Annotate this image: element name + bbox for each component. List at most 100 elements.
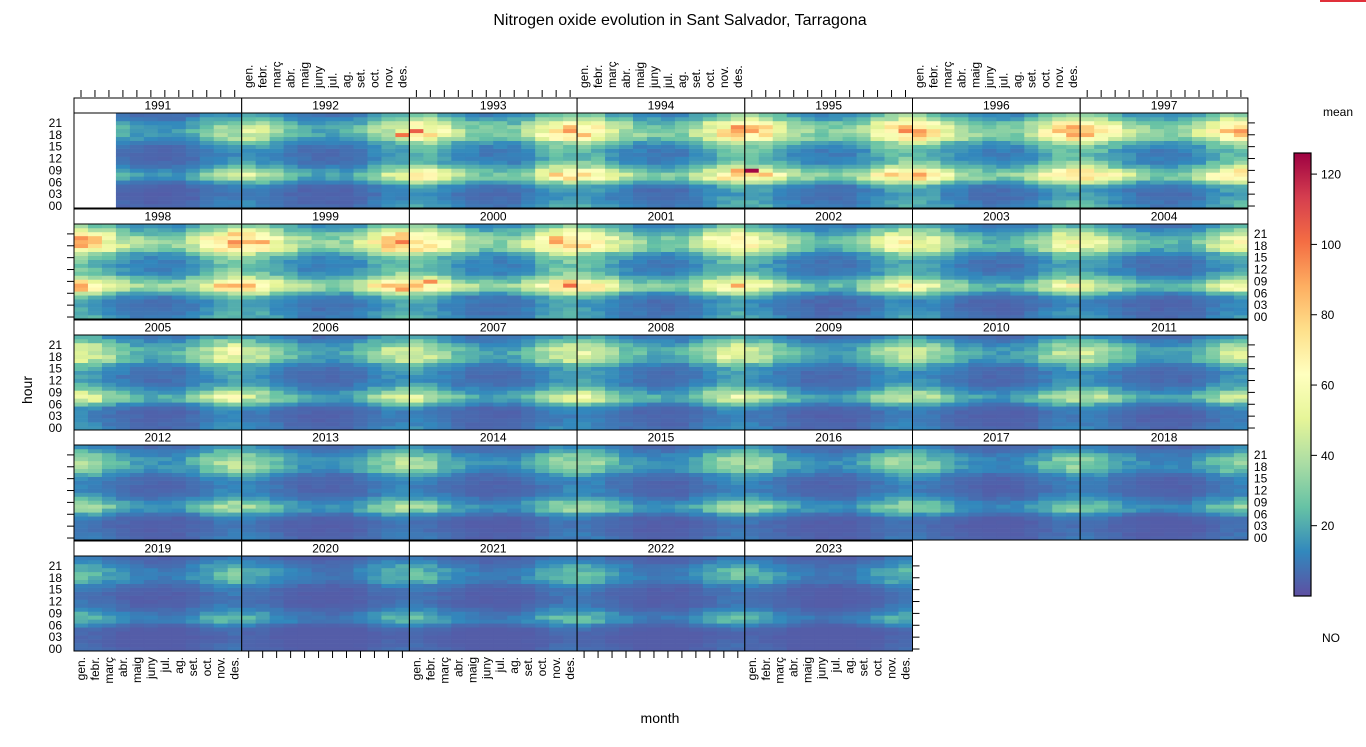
heatmap-cell <box>856 315 871 320</box>
heatmap-cell <box>1150 120 1165 126</box>
heatmap-cell <box>968 307 983 312</box>
heatmap-cell <box>437 307 452 312</box>
heatmap-cell <box>646 120 662 126</box>
heatmap-cell <box>143 362 159 367</box>
heatmap-cell <box>688 176 704 181</box>
heatmap-cell <box>1219 180 1235 185</box>
heatmap-cell <box>297 140 312 145</box>
heatmap-cell <box>311 390 326 395</box>
heatmap-cell <box>507 251 522 256</box>
heatmap-cell <box>772 196 788 201</box>
heatmap-cell <box>367 271 382 276</box>
heatmap-cell <box>605 299 620 304</box>
heatmap-cell <box>842 196 858 201</box>
heatmap-cell <box>367 354 382 360</box>
heatmap-cell <box>297 148 312 153</box>
heatmap-cell <box>744 243 760 249</box>
heatmap-cell <box>395 299 410 304</box>
heatmap-cell <box>549 148 564 153</box>
heatmap-cell <box>660 184 676 189</box>
heatmap-cell <box>549 394 564 399</box>
heatmap-cell <box>283 378 299 383</box>
heatmap-cell <box>507 231 522 237</box>
heatmap-cell <box>213 426 229 431</box>
heatmap-cell <box>1192 120 1207 126</box>
heatmap-cell <box>1066 279 1081 284</box>
heatmap-cell <box>185 378 201 383</box>
heatmap-cell <box>926 267 941 272</box>
heatmap-cell <box>1108 247 1123 253</box>
heatmap-cell <box>1108 113 1123 118</box>
heatmap-cell <box>884 120 899 126</box>
heatmap-cell <box>870 200 885 205</box>
heatmap-cell <box>563 267 578 272</box>
heatmap-cell <box>143 311 159 316</box>
heatmap-cell <box>465 366 480 371</box>
heatmap-cell <box>1219 291 1235 296</box>
heatmap-cell <box>912 128 927 134</box>
heatmap-cell <box>367 128 382 134</box>
heatmap-cell <box>269 116 285 122</box>
heatmap-cell <box>758 116 774 122</box>
heatmap-cell <box>674 303 690 308</box>
heatmap-cell <box>1024 176 1039 181</box>
heatmap-cell <box>940 200 955 205</box>
heatmap-cell <box>143 140 159 145</box>
heatmap-cell <box>157 116 173 122</box>
heatmap-cell <box>605 358 620 364</box>
heatmap-cell <box>674 251 690 256</box>
heatmap-cell <box>465 184 480 189</box>
heatmap-cell <box>423 354 438 360</box>
heatmap-cell <box>549 152 564 157</box>
heatmap-cell <box>255 335 271 340</box>
heatmap-cell <box>185 307 201 312</box>
heatmap-cell <box>381 267 396 272</box>
heatmap-cell <box>101 418 117 423</box>
heatmap-cell <box>842 144 858 149</box>
heatmap-cell <box>688 196 704 201</box>
heatmap-cell <box>968 172 983 177</box>
heatmap-cell <box>1164 283 1179 288</box>
heatmap-cell <box>870 152 885 157</box>
heatmap-cell <box>297 128 312 134</box>
heatmap-cell <box>940 192 955 197</box>
heatmap-cell <box>297 180 312 185</box>
heatmap-cell <box>549 188 564 193</box>
heatmap-cell <box>74 275 89 280</box>
heatmap-cell <box>311 124 326 130</box>
heatmap-cell <box>213 132 229 138</box>
panel-1999: 1999 <box>241 208 410 320</box>
heatmap-cell <box>702 283 718 288</box>
heatmap-cell <box>646 291 662 296</box>
heatmap-cell <box>1094 196 1109 201</box>
heatmap-cell <box>213 406 229 411</box>
heatmap-cell <box>646 116 662 122</box>
heatmap-cell <box>591 303 606 308</box>
heatmap-cell <box>1052 204 1067 209</box>
heatmap-cell <box>1010 299 1025 304</box>
heatmap-cell <box>800 311 816 316</box>
heatmap-cell <box>269 418 285 423</box>
heatmap-cell <box>129 382 145 387</box>
heatmap-cell <box>465 247 480 253</box>
heatmap-cell <box>1094 239 1109 245</box>
heatmap-cell <box>535 168 550 173</box>
heatmap-cell <box>549 200 564 205</box>
heatmap-cell <box>129 370 145 375</box>
heatmap-cell <box>241 390 257 395</box>
heatmap-cell <box>87 271 103 276</box>
heatmap-cell <box>660 144 676 149</box>
heatmap-cell <box>74 346 89 352</box>
heatmap-cell <box>311 148 326 153</box>
heatmap-cell <box>367 370 382 375</box>
heatmap-cell <box>758 251 774 256</box>
heatmap-cell <box>311 279 326 284</box>
heatmap-cell <box>1178 287 1193 292</box>
heatmap-cell <box>605 370 620 375</box>
heatmap-cell <box>493 132 508 138</box>
heatmap-cell <box>451 342 466 348</box>
heatmap-cell <box>1024 259 1039 264</box>
heatmap-cell <box>1178 303 1193 308</box>
heatmap-cell <box>171 287 187 292</box>
